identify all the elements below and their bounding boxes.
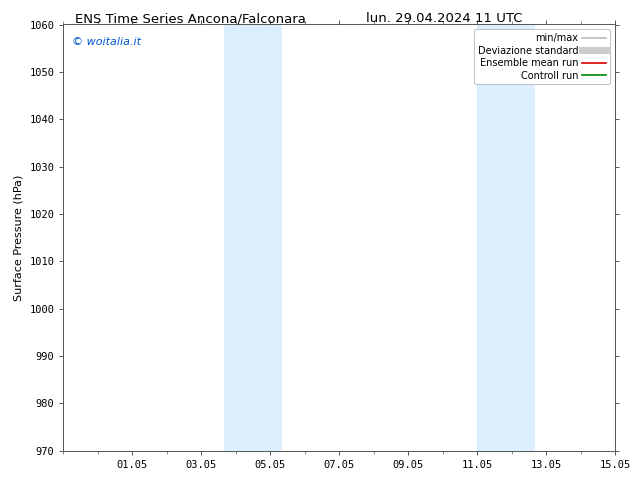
Text: ENS Time Series Ancona/Falconara: ENS Time Series Ancona/Falconara: [75, 12, 306, 25]
Text: © woitalia.it: © woitalia.it: [72, 37, 141, 48]
Text: lun. 29.04.2024 11 UTC: lun. 29.04.2024 11 UTC: [366, 12, 522, 25]
Legend: min/max, Deviazione standard, Ensemble mean run, Controll run: min/max, Deviazione standard, Ensemble m…: [474, 29, 610, 84]
Y-axis label: Surface Pressure (hPa): Surface Pressure (hPa): [14, 174, 24, 301]
Bar: [477, 24, 534, 451]
Bar: [224, 24, 281, 451]
